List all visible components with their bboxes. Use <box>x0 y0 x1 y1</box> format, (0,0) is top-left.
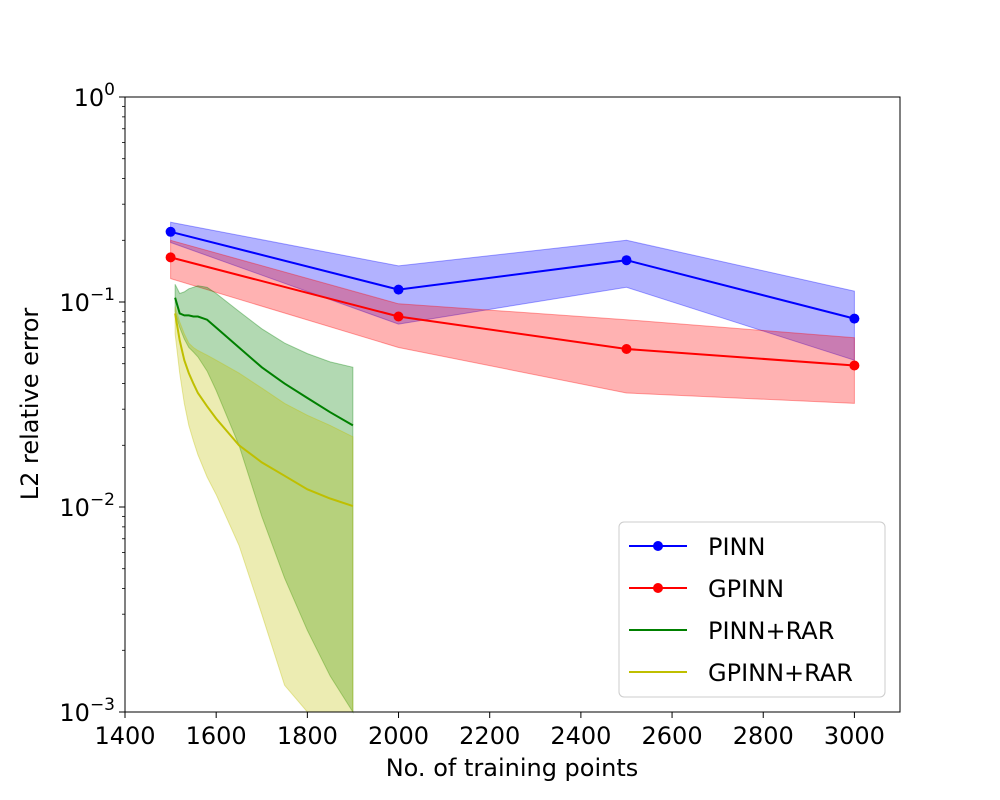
x-tick-label: 1400 <box>94 722 155 750</box>
x-tick-label: 2600 <box>642 722 703 750</box>
y-axis-label: L2 relative error <box>16 308 44 501</box>
x-tick-label: 2800 <box>733 722 794 750</box>
y-tick-label: 10−1 <box>59 285 115 317</box>
x-tick-label: 2000 <box>368 722 429 750</box>
pinn-point <box>849 313 860 324</box>
pinn-point <box>393 284 404 295</box>
legend-label-pinn: PINN <box>708 533 765 561</box>
gpinn-line <box>170 256 855 367</box>
x-tick-label: 2200 <box>459 722 520 750</box>
legend-box <box>618 521 886 698</box>
pinn-line <box>170 230 855 320</box>
x-tick-label: 2400 <box>550 722 611 750</box>
gpinn-point <box>165 252 176 263</box>
gpinn-point <box>621 344 632 354</box>
y-tick-label: 10−3 <box>59 695 115 727</box>
pinn-rar-line <box>174 297 354 427</box>
legend: PINN GPINN PINN+RAR GPINN+RAR <box>618 521 886 698</box>
x-tick-label: 1600 <box>186 722 247 750</box>
x-tick-label: 1800 <box>277 722 338 750</box>
y-tick-label: 10−2 <box>59 490 115 522</box>
gpinn-rar-line <box>174 313 354 508</box>
x-tick-label: 3000 <box>824 722 885 750</box>
gpinn-point <box>393 311 404 322</box>
uncertainty-bands <box>170 221 855 714</box>
legend-marker-gpinn <box>653 583 663 593</box>
x-axis-label: No. of training points <box>386 754 639 782</box>
legend-marker-pinn <box>653 541 663 551</box>
series-lines <box>165 226 860 508</box>
pinn-point <box>621 255 632 266</box>
gpinn-error-band <box>170 239 855 404</box>
legend-label-gpinn: GPINN <box>708 575 784 603</box>
legend-label-pinn-rar: PINN+RAR <box>708 617 834 645</box>
y-tick-label: 100 <box>74 80 115 112</box>
pinn-point <box>165 226 176 237</box>
axis-ticks: 1400 1600 1800 2000 2200 2400 2600 2800 3000 100 1… <box>59 80 885 750</box>
legend-label-gpinn-rar: GPINN+RAR <box>708 659 853 687</box>
plot-area-frame <box>124 96 901 713</box>
gpinn-point <box>849 360 860 371</box>
pinn-error-band <box>170 221 855 361</box>
